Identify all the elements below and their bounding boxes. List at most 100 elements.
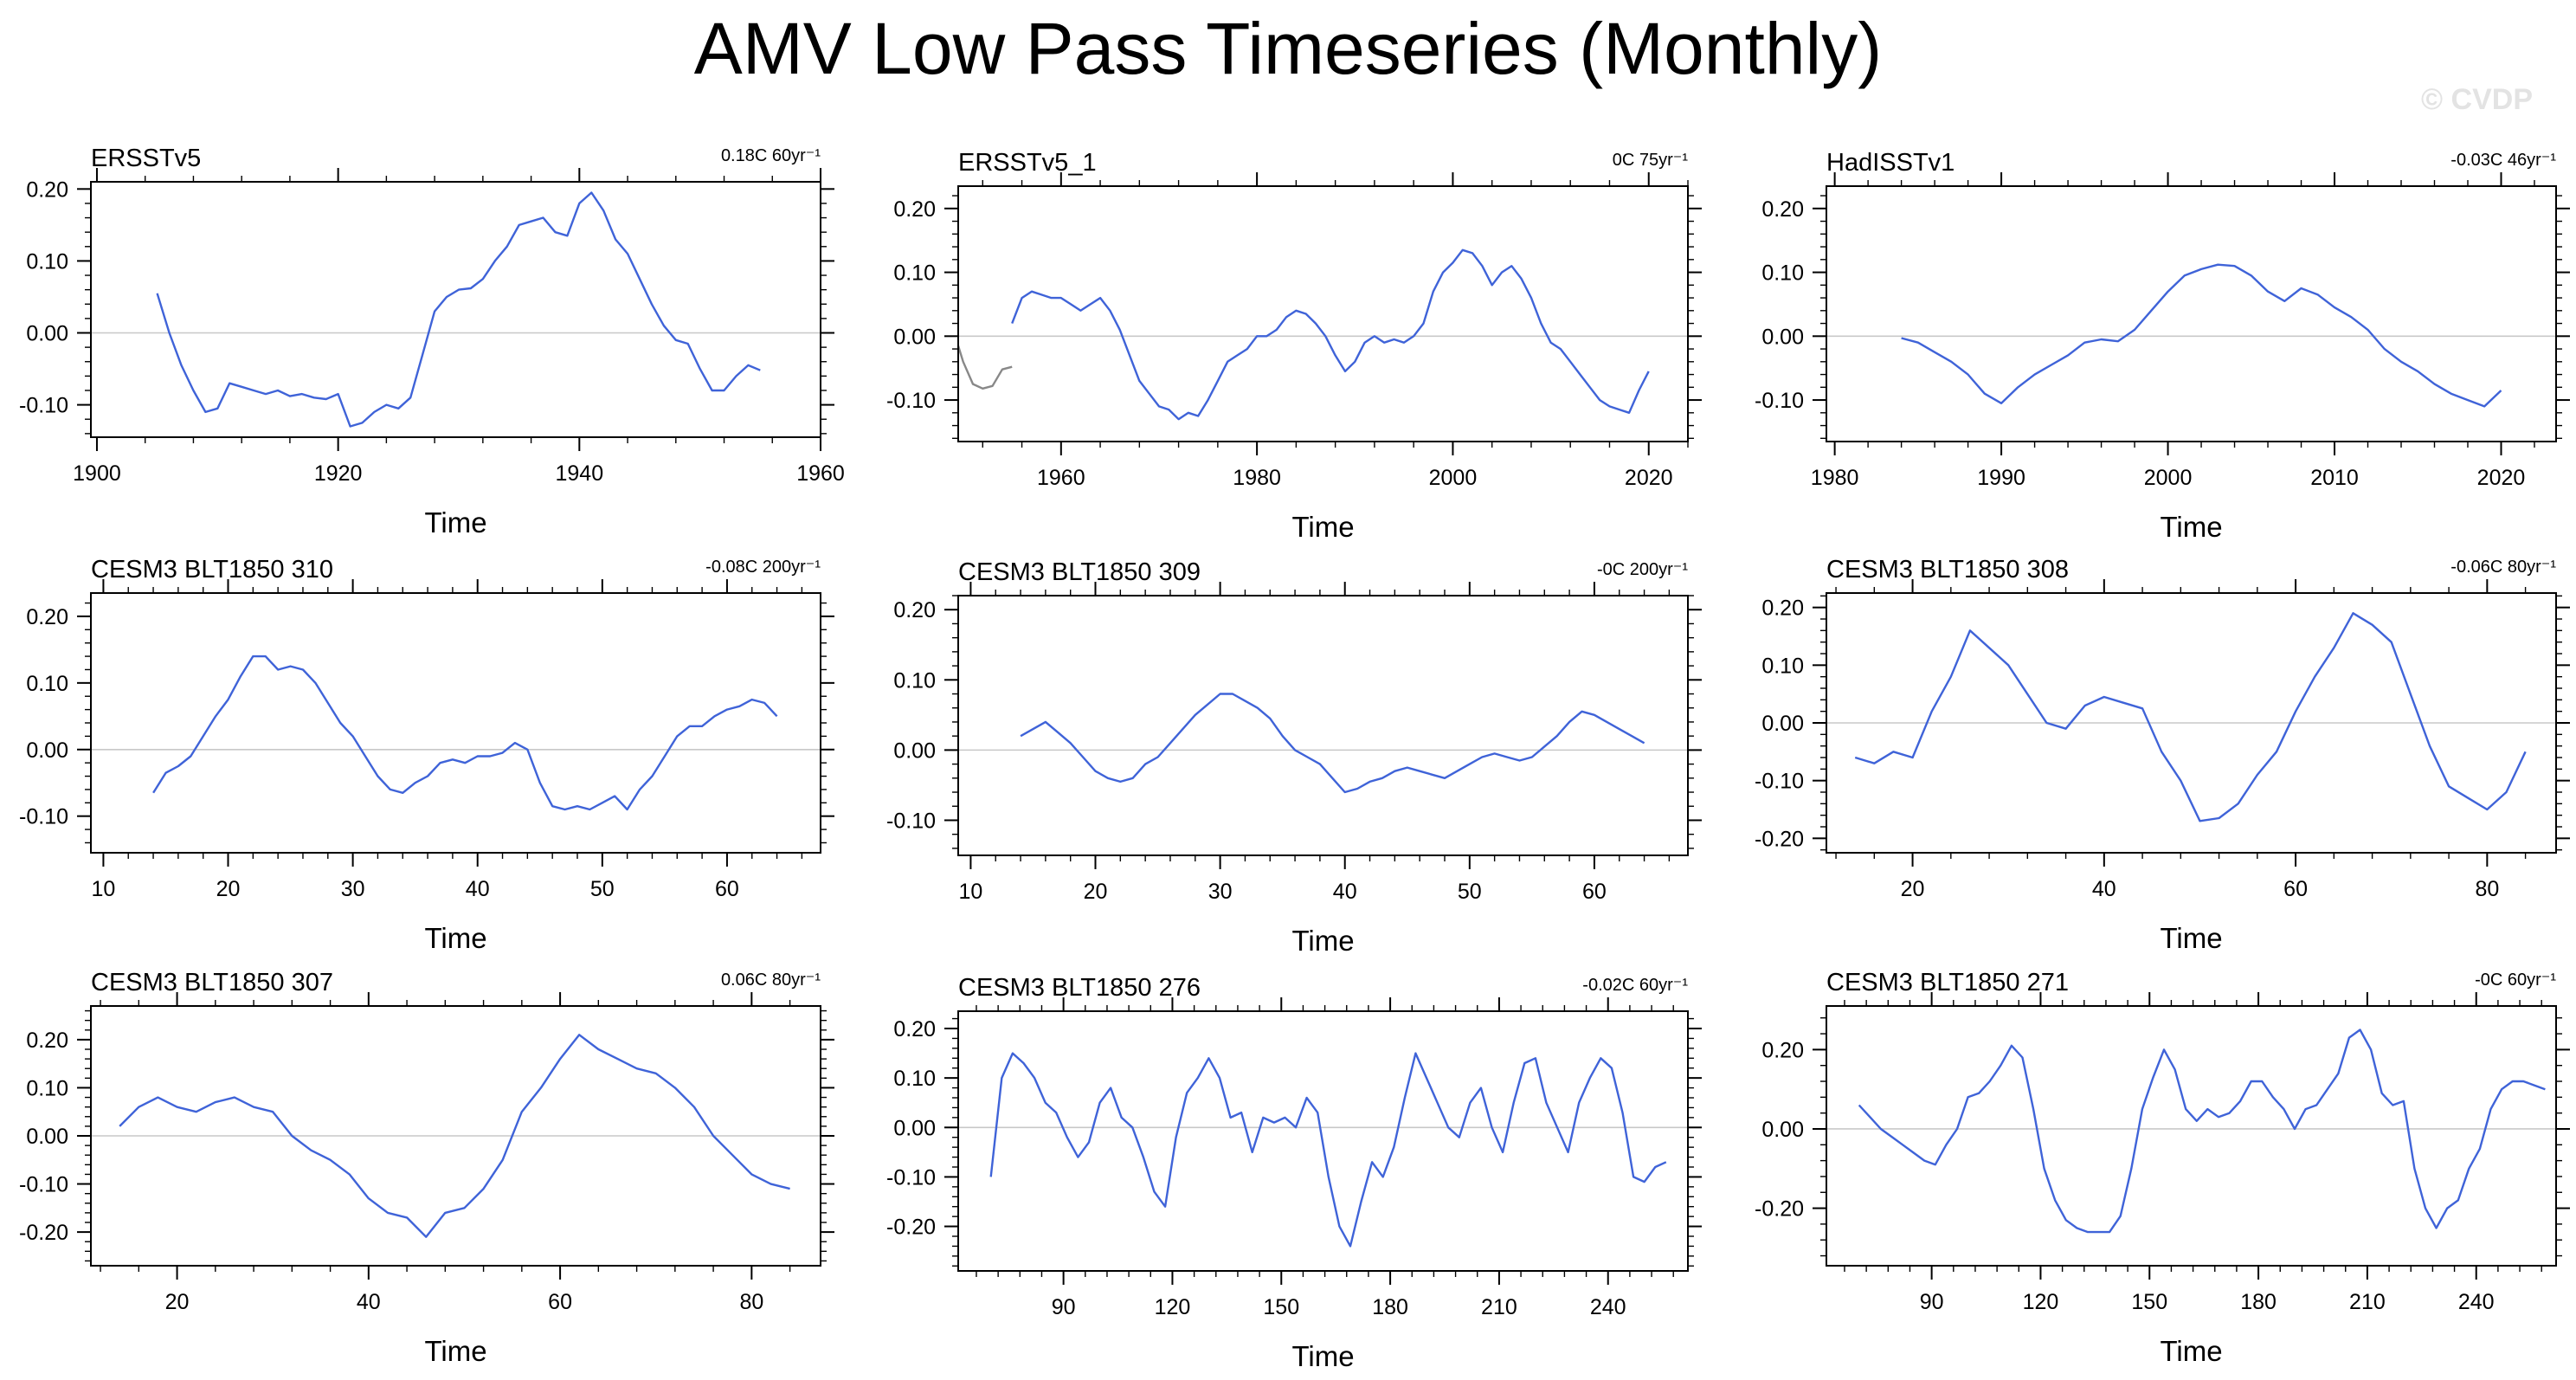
panel-8-y-tick-label: 0.10 [893, 1067, 936, 1091]
panel-7-y-tick-label: 0.00 [26, 1125, 68, 1149]
panel-6-x-tick-label: 80 [2475, 877, 2499, 901]
panel-4-x-tick-label: 30 [341, 877, 365, 901]
panel-9-title: CESM3 BLT1850 271 [1826, 969, 2069, 996]
panel-4-x-tick-label: 10 [92, 877, 116, 901]
panel-7-x-axis-label: Time [424, 1335, 486, 1367]
panel-3-x-tick-label: 1990 [1977, 466, 2025, 490]
panel-5-plot-frame [957, 595, 1689, 856]
panel-8-stat-label: -0.02C 60yr⁻¹ [1582, 976, 1688, 995]
chart-panel-5: -0.10 0.00 0.10 0.20 10 20 30 40 50 60 CESM3 BLT18… [886, 558, 1702, 957]
panel-8-y-tick-label: 0.20 [893, 1017, 936, 1041]
panel-4-series-line-1 [152, 655, 778, 811]
panel-1-y-tick-label: -0.10 [19, 394, 68, 418]
panel-6-plot-frame [1826, 592, 2557, 854]
panel-2-title: ERSSTv5_1 [958, 149, 1097, 177]
panel-7-title: CESM3 BLT1850 307 [91, 969, 333, 996]
panel-9-x-tick-label: 120 [2023, 1290, 2059, 1314]
watermark: © CVDP [2421, 83, 2533, 116]
panel-1-x-axis-label: Time [424, 506, 486, 538]
panel-7-y-tick-label: -0.10 [19, 1173, 68, 1197]
panel-6-stat-label: -0.06C 80yr⁻¹ [2450, 558, 2556, 577]
panel-3-stat-label: -0.03C 46yr⁻¹ [2450, 151, 2556, 170]
panel-2-stat-label: 0C 75yr⁻¹ [1613, 151, 1689, 170]
panel-2-x-tick-label: 2020 [1625, 466, 1673, 490]
panel-8-series-line-1 [989, 1052, 1667, 1248]
panel-4-y-tick-label: -0.10 [19, 805, 68, 829]
panel-8-plot-frame [957, 1010, 1689, 1272]
panel-3-x-tick-label: 1980 [1811, 466, 1859, 490]
panel-8-x-tick-label: 90 [1052, 1295, 1076, 1319]
panel-4-title: CESM3 BLT1850 310 [91, 556, 333, 584]
panel-1-stat-label: 0.18C 60yr⁻¹ [721, 146, 821, 165]
panel-5-x-tick-label: 10 [959, 880, 983, 904]
panel-3-series-line-1 [1901, 263, 2502, 408]
panel-9-plot-frame [1826, 1005, 2557, 1267]
panel-3-y-tick-label: 0.20 [1761, 197, 1804, 222]
figure-title: AMV Low Pass Timeseries (Monthly) [693, 8, 1883, 89]
chart-panel-3: -0.10 0.00 0.10 0.20 1980 1990 2000 2010 2020 Had… [1755, 149, 2570, 543]
panel-3-title: HadISSTv1 [1826, 149, 1955, 177]
panel-9-x-tick-label: 90 [1920, 1290, 1944, 1314]
panel-6-x-tick-label: 40 [2092, 877, 2116, 901]
panel-5-x-tick-label: 20 [1084, 880, 1108, 904]
panel-5-y-tick-label: -0.10 [886, 809, 936, 833]
panel-9-x-tick-label: 210 [2349, 1290, 2386, 1314]
panel-9-y-tick-label: 0.20 [1761, 1038, 1804, 1062]
panel-7-x-tick-label: 40 [357, 1290, 381, 1314]
panel-9-stat-label: -0C 60yr⁻¹ [2475, 971, 2556, 990]
panel-3-x-tick-label: 2020 [2477, 466, 2526, 490]
panel-9-y-tick-label: -0.20 [1755, 1197, 1804, 1222]
panel-2-y-tick-label: -0.10 [886, 389, 936, 413]
chart-panel-2: -0.10 0.00 0.10 0.20 1960 1980 2000 2020 ERSSTv5… [886, 149, 1702, 543]
panel-6-y-tick-label: -0.10 [1755, 770, 1804, 794]
panel-5-x-axis-label: Time [1291, 925, 1354, 957]
panel-4-plot-frame [90, 592, 821, 854]
panel-6-y-tick-label: 0.10 [1761, 654, 1804, 678]
panel-6-x-tick-label: 60 [2283, 877, 2308, 901]
panel-8-y-tick-label: 0.00 [893, 1116, 936, 1140]
panel-8-x-tick-label: 180 [1372, 1295, 1408, 1319]
panel-5-x-tick-label: 60 [1582, 880, 1607, 904]
panel-2-x-tick-label: 2000 [1429, 466, 1478, 490]
panel-7-y-tick-label: 0.20 [26, 1029, 68, 1053]
panel-2-x-axis-label: Time [1291, 511, 1354, 543]
panel-3-y-tick-label: 0.00 [1761, 325, 1804, 349]
panel-7-y-tick-label: 0.10 [26, 1076, 68, 1100]
panel-2-x-tick-label: 1980 [1233, 466, 1281, 490]
panel-5-y-tick-label: 0.20 [893, 598, 936, 622]
panel-2-y-tick-label: 0.00 [893, 325, 936, 349]
panel-7-stat-label: 0.06C 80yr⁻¹ [721, 971, 821, 990]
panel-7-x-tick-label: 20 [165, 1290, 190, 1314]
panel-4-x-tick-label: 50 [590, 877, 615, 901]
panel-1-series-line-1 [156, 191, 761, 428]
chart-panel-9: -0.20 0.00 0.20 90 120 150 180 210 240 CESM3 BLT1… [1755, 969, 2570, 1367]
panel-2-series-line-1 [956, 345, 1013, 390]
panel-3-x-tick-label: 2010 [2310, 466, 2359, 490]
panel-7-x-tick-label: 80 [739, 1290, 763, 1314]
panel-9-series-line-1 [1858, 1029, 2546, 1234]
chart-panel-1: -0.10 0.00 0.10 0.20 1900 1920 1940 1960 ERSSTv5… [19, 145, 845, 538]
panel-1-y-tick-label: 0.20 [26, 177, 68, 202]
panel-1-y-tick-label: 0.10 [26, 249, 68, 274]
panel-2-plot-frame [957, 185, 1689, 442]
panel-6-y-tick-label: 0.20 [1761, 596, 1804, 621]
panel-8-x-axis-label: Time [1291, 1340, 1354, 1372]
panel-5-title: CESM3 BLT1850 309 [958, 558, 1201, 586]
panel-3-y-tick-label: -0.10 [1755, 389, 1804, 413]
panel-1-y-tick-label: 0.00 [26, 322, 68, 346]
panel-3-plot-frame [1826, 185, 2557, 442]
panel-4-x-axis-label: Time [424, 922, 486, 954]
panel-9-x-tick-label: 240 [2458, 1290, 2495, 1314]
panel-3-x-axis-label: Time [2160, 511, 2222, 543]
chart-panel-8: -0.20 -0.10 0.00 0.10 0.20 90 120 150 180 210 240 C… [886, 974, 1702, 1372]
panel-6-x-tick-label: 20 [1901, 877, 1925, 901]
panel-1-x-tick-label: 1940 [556, 461, 604, 486]
chart-panel-6: -0.20 -0.10 0.00 0.10 0.20 20 40 60 80 CESM3 BLT1… [1755, 556, 2570, 954]
panel-8-title: CESM3 BLT1850 276 [958, 974, 1201, 1002]
panel-8-x-tick-label: 150 [1263, 1295, 1299, 1319]
chart-panel-7: -0.20 -0.10 0.00 0.10 0.20 20 40 60 80 CESM3 BLT1… [19, 969, 834, 1367]
panel-8-y-tick-label: -0.20 [886, 1216, 936, 1240]
panel-1-plot-frame [90, 181, 821, 438]
panel-1-title: ERSSTv5 [91, 145, 201, 172]
